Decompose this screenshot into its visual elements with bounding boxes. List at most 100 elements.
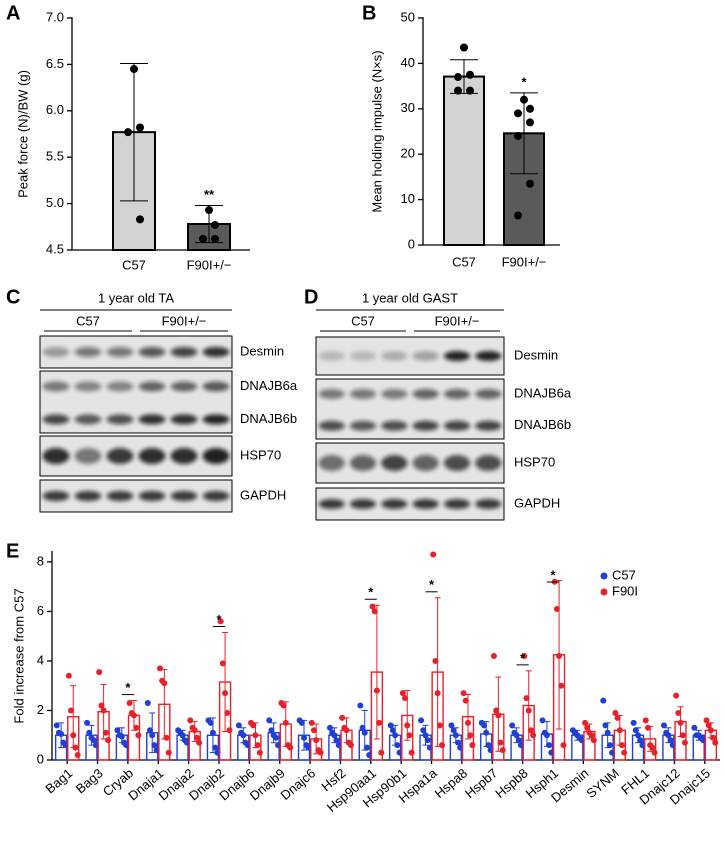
data-point xyxy=(209,729,216,736)
data-point xyxy=(497,739,504,746)
data-point xyxy=(96,669,103,676)
data-point xyxy=(560,742,567,749)
data-point xyxy=(212,744,219,751)
data-point xyxy=(644,724,651,731)
data-point xyxy=(432,657,439,664)
data-point xyxy=(515,737,522,744)
data-point xyxy=(712,739,719,746)
y-tick-label: 5.0 xyxy=(46,195,64,210)
data-point xyxy=(68,707,75,714)
data-point xyxy=(133,724,140,731)
panel-label: A xyxy=(6,2,20,24)
blot-band xyxy=(318,389,345,399)
blot-band xyxy=(443,499,471,509)
data-point xyxy=(235,722,242,729)
blot-band xyxy=(170,491,198,501)
data-point xyxy=(525,707,532,714)
data-point xyxy=(483,729,490,736)
blot-band xyxy=(318,499,345,509)
blot-band xyxy=(349,499,377,509)
blot-band xyxy=(381,455,408,471)
blot-frame xyxy=(315,487,505,521)
data-point xyxy=(493,707,500,714)
x-tick-label: Bag3 xyxy=(73,765,106,796)
blot-band xyxy=(349,420,377,431)
data-point xyxy=(402,695,409,702)
blot-title: 1 year old TA xyxy=(98,290,174,305)
data-point xyxy=(691,724,698,731)
data-point xyxy=(136,215,144,224)
y-tick-label: 7.0 xyxy=(46,9,64,24)
panel-label: B xyxy=(362,2,376,24)
data-point xyxy=(130,712,137,719)
data-point xyxy=(679,732,686,739)
x-tick-label: C57 xyxy=(122,257,146,272)
blot-title: 1 year old GAST xyxy=(362,290,458,305)
data-point xyxy=(399,690,406,697)
data-point xyxy=(553,605,560,612)
data-point xyxy=(450,727,457,734)
data-point xyxy=(123,742,130,749)
x-tick-label: SYNM xyxy=(583,765,621,801)
blot-band xyxy=(42,347,70,357)
blot-frame xyxy=(315,336,505,376)
data-point xyxy=(526,104,534,113)
data-point xyxy=(606,742,613,749)
data-point xyxy=(539,717,546,724)
blot-band xyxy=(106,347,134,357)
data-point xyxy=(514,211,522,220)
x-tick-label: Dnajc6 xyxy=(278,765,319,803)
blot-band xyxy=(381,351,408,361)
data-point xyxy=(509,722,516,729)
blot-band xyxy=(170,448,198,464)
y-tick-label: 0 xyxy=(37,751,44,766)
data-point xyxy=(124,128,132,137)
data-point xyxy=(357,702,364,709)
data-point xyxy=(156,665,163,672)
data-point xyxy=(703,717,710,724)
x-tick-label: Hspb7 xyxy=(462,765,500,801)
blot-band xyxy=(106,381,134,392)
data-point xyxy=(517,742,524,749)
blot-band xyxy=(42,381,70,392)
blot-band xyxy=(412,455,439,471)
data-point xyxy=(252,732,259,739)
data-point xyxy=(90,737,97,744)
data-point xyxy=(434,690,441,697)
data-point xyxy=(130,65,138,74)
y-tick-label: 4.5 xyxy=(46,241,64,256)
data-point xyxy=(98,702,105,709)
data-point xyxy=(207,719,214,726)
blot-band xyxy=(138,491,166,501)
data-point xyxy=(602,722,609,729)
band-label: DNAJB6b xyxy=(514,417,571,432)
blot-band xyxy=(349,351,377,361)
y-tick-label: 10 xyxy=(401,191,415,206)
data-point xyxy=(376,719,383,726)
data-point xyxy=(347,742,354,749)
y-tick-label: 2 xyxy=(37,702,44,717)
data-point xyxy=(144,700,151,707)
data-point xyxy=(361,729,368,736)
y-tick-label: 20 xyxy=(401,146,415,161)
data-point xyxy=(389,727,396,734)
blot-band xyxy=(106,414,134,425)
data-point xyxy=(224,709,231,716)
data-point xyxy=(147,727,153,734)
data-point xyxy=(642,717,649,724)
significance: * xyxy=(216,612,222,627)
blot-band xyxy=(443,455,471,471)
blot-band xyxy=(202,381,230,392)
data-point xyxy=(609,749,616,756)
group-label: C57 xyxy=(76,313,100,328)
data-point xyxy=(136,123,144,132)
data-point xyxy=(420,727,427,734)
x-tick-label: Hspa8 xyxy=(432,765,470,801)
blot-band xyxy=(412,499,439,509)
significance: * xyxy=(125,680,131,695)
data-point xyxy=(490,653,497,659)
blot-band xyxy=(138,414,166,425)
data-point xyxy=(84,719,91,726)
significance: * xyxy=(368,585,374,600)
